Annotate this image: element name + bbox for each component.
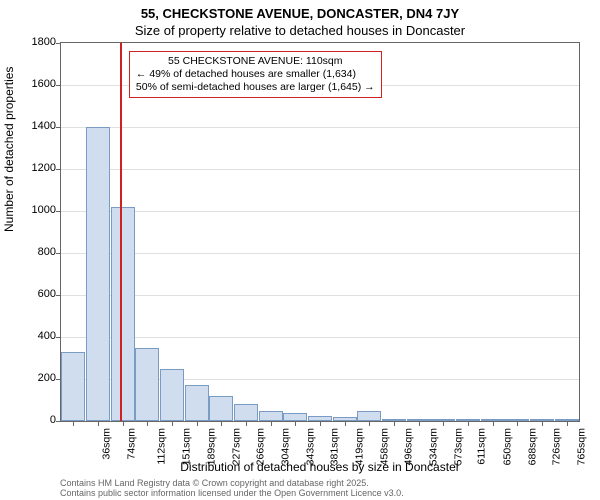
bar <box>357 411 381 422</box>
y-tick <box>56 379 61 380</box>
chart-container: 55, CHECKSTONE AVENUE, DONCASTER, DN4 7J… <box>0 0 600 500</box>
x-tick <box>73 421 74 426</box>
bar <box>185 385 209 421</box>
bar <box>259 411 283 422</box>
plot-area: 55 CHECKSTONE AVENUE: 110sqm ← 49% of de… <box>60 42 580 422</box>
x-tick <box>221 421 222 426</box>
y-tick-label: 800 <box>38 246 56 258</box>
y-tick-label: 0 <box>50 414 56 426</box>
x-tick-label: 36sqm <box>101 428 113 460</box>
y-tick <box>56 127 61 128</box>
annotation-line1: 55 CHECKSTONE AVENUE: 110sqm <box>136 55 375 68</box>
y-tick-label: 1000 <box>32 204 56 216</box>
bar <box>160 369 184 422</box>
x-tick <box>419 421 420 426</box>
attribution-line2: Contains public sector information licen… <box>60 488 580 498</box>
x-tick <box>123 421 124 426</box>
grid-line <box>61 337 579 338</box>
chart-title: 55, CHECKSTONE AVENUE, DONCASTER, DN4 7J… <box>0 6 600 21</box>
grid-line <box>61 253 579 254</box>
grid-line <box>61 295 579 296</box>
x-tick <box>295 421 296 426</box>
chart-subtitle: Size of property relative to detached ho… <box>0 23 600 38</box>
y-tick-label: 400 <box>38 330 56 342</box>
grid-line <box>61 169 579 170</box>
x-tick <box>493 421 494 426</box>
y-tick-label: 1800 <box>32 36 56 48</box>
bar <box>86 127 110 421</box>
bar <box>61 352 85 421</box>
bar <box>283 413 307 421</box>
bar <box>209 396 233 421</box>
x-tick <box>320 421 321 426</box>
x-tick-label: 74sqm <box>126 428 138 460</box>
x-tick <box>542 421 543 426</box>
x-tick <box>369 421 370 426</box>
x-tick <box>197 421 198 426</box>
attribution-line1: Contains HM Land Registry data © Crown c… <box>60 478 580 488</box>
y-tick <box>56 421 61 422</box>
y-tick <box>56 253 61 254</box>
annotation-line3: 50% of semi-detached houses are larger (… <box>136 81 375 94</box>
y-tick <box>56 337 61 338</box>
y-axis-label: Number of detached properties <box>2 67 16 232</box>
bar <box>234 404 258 421</box>
grid-line <box>61 211 579 212</box>
x-tick <box>394 421 395 426</box>
x-tick <box>468 421 469 426</box>
x-axis-label: Distribution of detached houses by size … <box>60 460 580 474</box>
grid-line <box>61 127 579 128</box>
x-tick <box>172 421 173 426</box>
y-tick <box>56 85 61 86</box>
x-tick <box>517 421 518 426</box>
annotation-line2: ← 49% of detached houses are smaller (1,… <box>136 68 375 81</box>
x-tick <box>246 421 247 426</box>
x-tick <box>567 421 568 426</box>
y-tick-label: 600 <box>38 288 56 300</box>
marker-line <box>120 43 122 421</box>
x-tick <box>271 421 272 426</box>
attribution: Contains HM Land Registry data © Crown c… <box>60 478 580 499</box>
y-tick <box>56 211 61 212</box>
x-tick <box>345 421 346 426</box>
y-tick-label: 1200 <box>32 162 56 174</box>
y-tick-label: 1400 <box>32 120 56 132</box>
y-tick-label: 200 <box>38 372 56 384</box>
x-tick <box>147 421 148 426</box>
annotation-box: 55 CHECKSTONE AVENUE: 110sqm ← 49% of de… <box>129 51 382 98</box>
x-tick <box>443 421 444 426</box>
y-tick <box>56 169 61 170</box>
x-tick <box>98 421 99 426</box>
bar <box>135 348 159 422</box>
bar <box>111 207 135 421</box>
y-tick-label: 1600 <box>32 78 56 90</box>
y-tick <box>56 295 61 296</box>
y-tick <box>56 43 61 44</box>
